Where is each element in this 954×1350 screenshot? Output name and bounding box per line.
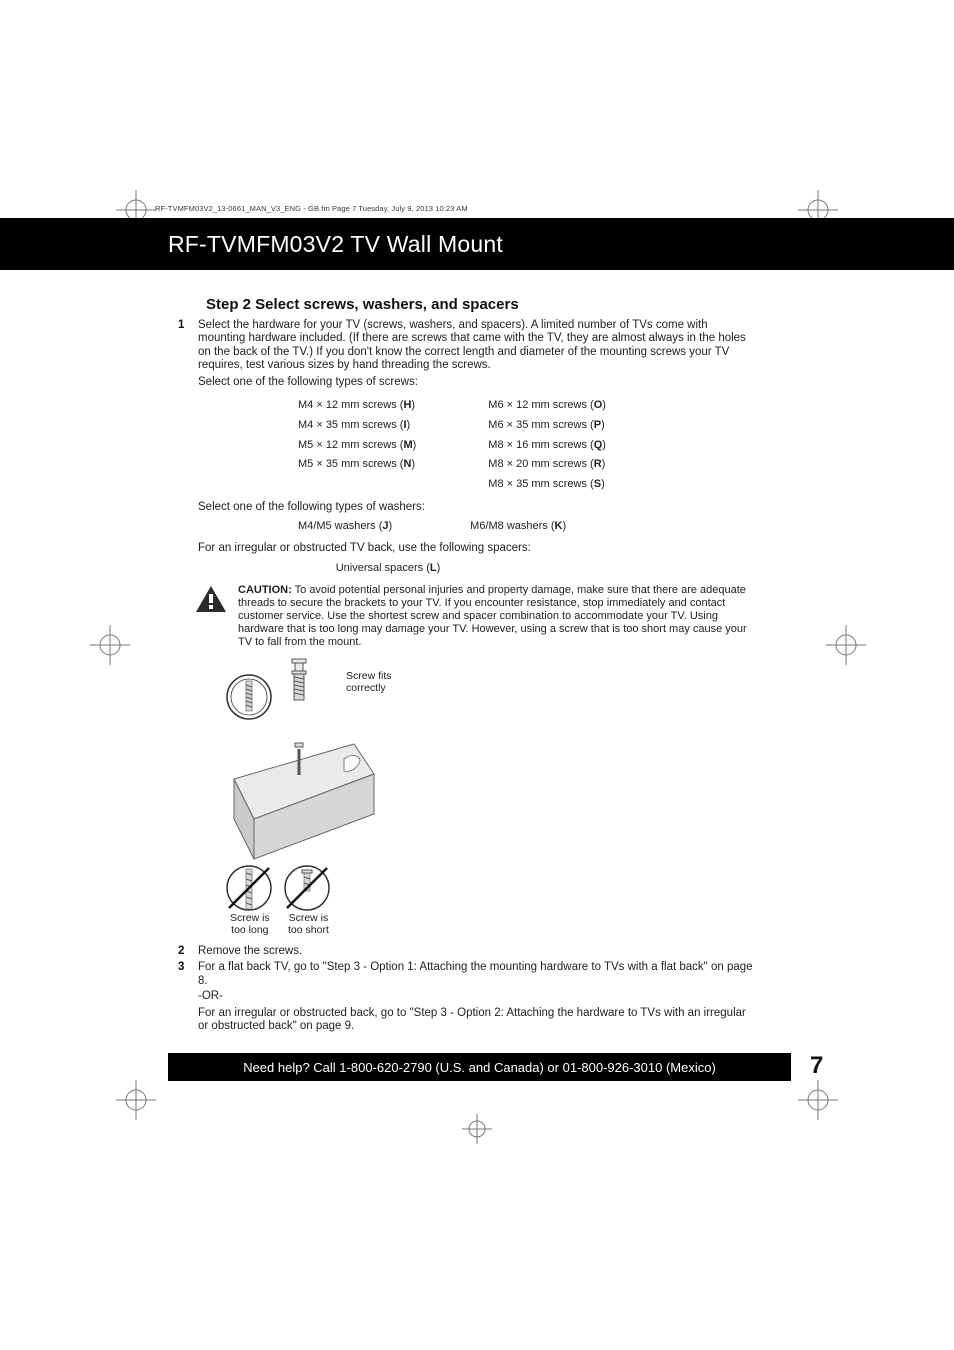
screw-fit-figure: Screw fitscorrectly Screw istoo long Scr…	[224, 657, 758, 937]
screw-item: M5 × 35 mm screws (N)	[298, 458, 416, 471]
step-3: 3 For a flat back TV, go to "Step 3 - Op…	[178, 961, 758, 1033]
step-number: 2	[178, 945, 184, 958]
screw-item: M4 × 35 mm screws (I)	[298, 419, 416, 432]
screw-item: M6 × 12 mm screws (O)	[488, 399, 606, 412]
page-number: 7	[810, 1052, 823, 1080]
spacer-item: Universal spacers (L)	[198, 562, 578, 575]
step-heading: Step 2 Select screws, washers, and space…	[206, 296, 758, 313]
fig-label-long: Screw istoo long	[230, 913, 270, 936]
washer-columns: M4/M5 washers (J) M6/M8 washers (K)	[298, 520, 758, 533]
caution-text: CAUTION: To avoid potential personal inj…	[238, 584, 758, 649]
step-2-text: Remove the screws.	[198, 945, 758, 958]
screw-item: M8 × 35 mm screws (S)	[488, 478, 606, 491]
screw-item: M6 × 35 mm screws (P)	[488, 419, 606, 432]
footer-bar: Need help? Call 1-800-620-2790 (U.S. and…	[168, 1053, 791, 1081]
step-3-text-1: For a flat back TV, go to "Step 3 - Opti…	[198, 961, 758, 987]
step-1: 1 Select the hardware for your TV (screw…	[178, 319, 758, 937]
step-1-body: Select the hardware for your TV (screws,…	[198, 319, 758, 372]
screw-col-left: M4 × 12 mm screws (H) M4 × 35 mm screws …	[298, 399, 416, 490]
figure-svg	[224, 657, 444, 937]
washer-item: M4/M5 washers (J)	[298, 520, 392, 533]
page-content: Step 2 Select screws, washers, and space…	[178, 296, 758, 1036]
step-3-or: -OR-	[198, 990, 758, 1003]
caution-block: CAUTION: To avoid potential personal inj…	[194, 584, 758, 649]
step-number: 1	[178, 319, 184, 332]
fig-label-short: Screw istoo short	[288, 913, 329, 936]
crop-mark-br	[798, 1080, 838, 1120]
crop-mark-mr	[826, 625, 866, 665]
select-washers-label: Select one of the following types of was…	[198, 501, 758, 514]
screw-columns: M4 × 12 mm screws (H) M4 × 35 mm screws …	[298, 399, 758, 490]
select-spacers-label: For an irregular or obstructed TV back, …	[198, 542, 758, 555]
screw-item: M8 × 16 mm screws (Q)	[488, 439, 606, 452]
screw-col-right: M6 × 12 mm screws (O) M6 × 35 mm screws …	[488, 399, 606, 490]
screw-item: M4 × 12 mm screws (H)	[298, 399, 416, 412]
crop-mark-bc	[462, 1114, 492, 1144]
print-meta-header: RF-TVMFM03V2_13-0661_MAN_V3_ENG - GB.fm …	[155, 204, 468, 213]
step-number: 3	[178, 961, 184, 974]
caution-icon	[194, 584, 228, 614]
screw-item: M5 × 12 mm screws (M)	[298, 439, 416, 452]
fig-label-correct: Screw fitscorrectly	[346, 671, 392, 694]
title-bar-text: RF-TVMFM03V2 TV Wall Mount	[168, 231, 503, 258]
select-screws-label: Select one of the following types of scr…	[198, 376, 758, 389]
crop-mark-bl	[116, 1080, 156, 1120]
title-bar: RF-TVMFM03V2 TV Wall Mount	[0, 218, 954, 270]
step-2: 2 Remove the screws.	[178, 945, 758, 958]
step-3-text-2: For an irregular or obstructed back, go …	[198, 1007, 758, 1033]
crop-mark-ml	[90, 625, 130, 665]
washer-item: M6/M8 washers (K)	[470, 520, 566, 533]
screw-item: M8 × 20 mm screws (R)	[488, 458, 606, 471]
footer-text: Need help? Call 1-800-620-2790 (U.S. and…	[243, 1060, 716, 1075]
